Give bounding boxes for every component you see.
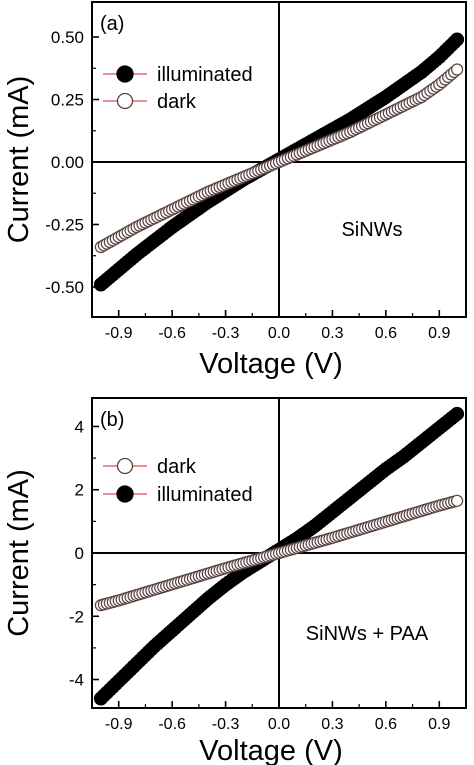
legend-item-illuminated: illuminated bbox=[103, 64, 253, 86]
y-tick-label: 0 bbox=[75, 544, 84, 563]
data-point-dark bbox=[450, 63, 464, 76]
x-tick-label: -0.9 bbox=[105, 325, 133, 342]
legend-item-dark: dark bbox=[103, 456, 197, 478]
x-tick-label: 0.0 bbox=[268, 716, 290, 733]
y-tick-label: -0.25 bbox=[45, 216, 84, 235]
y-axis-label: Current (mA) bbox=[3, 76, 35, 244]
y-tick-label: 0.00 bbox=[51, 153, 84, 172]
x-tick-label: -0.3 bbox=[212, 716, 240, 733]
y-tick-label: 4 bbox=[75, 417, 84, 436]
y-tick-label: -2 bbox=[69, 607, 84, 626]
legend-label: dark bbox=[157, 456, 197, 478]
data-point-illuminated bbox=[450, 32, 465, 47]
x-tick-label: 0.6 bbox=[375, 716, 397, 733]
y-tick-label: -0.50 bbox=[45, 278, 84, 297]
panel-label: (a) bbox=[100, 13, 124, 35]
x-tick-label: -0.6 bbox=[158, 325, 186, 342]
y-axis-label: Current (mA) bbox=[3, 469, 35, 637]
x-tick-label: 0.6 bbox=[375, 325, 397, 342]
x-axis-label: Voltage (V) bbox=[199, 348, 342, 380]
panel-label: (b) bbox=[100, 409, 124, 431]
data-point-illuminated bbox=[450, 406, 465, 421]
x-tick-label: -0.3 bbox=[212, 325, 240, 342]
series-dark bbox=[94, 494, 464, 612]
x-tick-label: -0.6 bbox=[158, 716, 186, 733]
panel-a: -0.9 -0.6 -0.3 0.0 0.3 0.6 0.9 -0.50 -0.25 0.00 0.… bbox=[3, 1, 467, 380]
legend-label: dark bbox=[157, 91, 197, 113]
legend-marker bbox=[116, 485, 134, 503]
y-tick-label: 2 bbox=[75, 481, 84, 500]
panel-annotation: SiNWs + PAA bbox=[306, 623, 429, 645]
panel-b: -0.9 -0.6 -0.3 0.0 0.3 0.6 0.9 -4 -2 0 2 4 Voltage (… bbox=[3, 397, 467, 765]
x-tick-label: -0.9 bbox=[105, 716, 133, 733]
y-tick-label: 0.50 bbox=[51, 28, 84, 47]
x-tick-label: 0.3 bbox=[321, 325, 343, 342]
x-tick-label: 0.3 bbox=[321, 716, 343, 733]
x-axis-label: Voltage (V) bbox=[199, 735, 342, 765]
y-tick-label: -4 bbox=[69, 671, 84, 690]
y-tick-label: 0.25 bbox=[51, 91, 84, 110]
legend-label: illuminated bbox=[157, 484, 253, 506]
legend-item-dark: dark bbox=[103, 91, 197, 113]
panel-annotation: SiNWs bbox=[341, 219, 402, 241]
legend-marker bbox=[116, 457, 134, 475]
data-point-dark bbox=[450, 494, 464, 507]
x-tick-label: 0.9 bbox=[428, 325, 450, 342]
legend-marker bbox=[116, 92, 134, 110]
legend-label: illuminated bbox=[157, 64, 253, 86]
x-tick-label: 0.0 bbox=[268, 325, 290, 342]
series-dark bbox=[94, 63, 464, 254]
legend-item-illuminated: illuminated bbox=[103, 484, 253, 506]
x-tick-label: 0.9 bbox=[428, 716, 450, 733]
legend-marker bbox=[116, 65, 134, 83]
